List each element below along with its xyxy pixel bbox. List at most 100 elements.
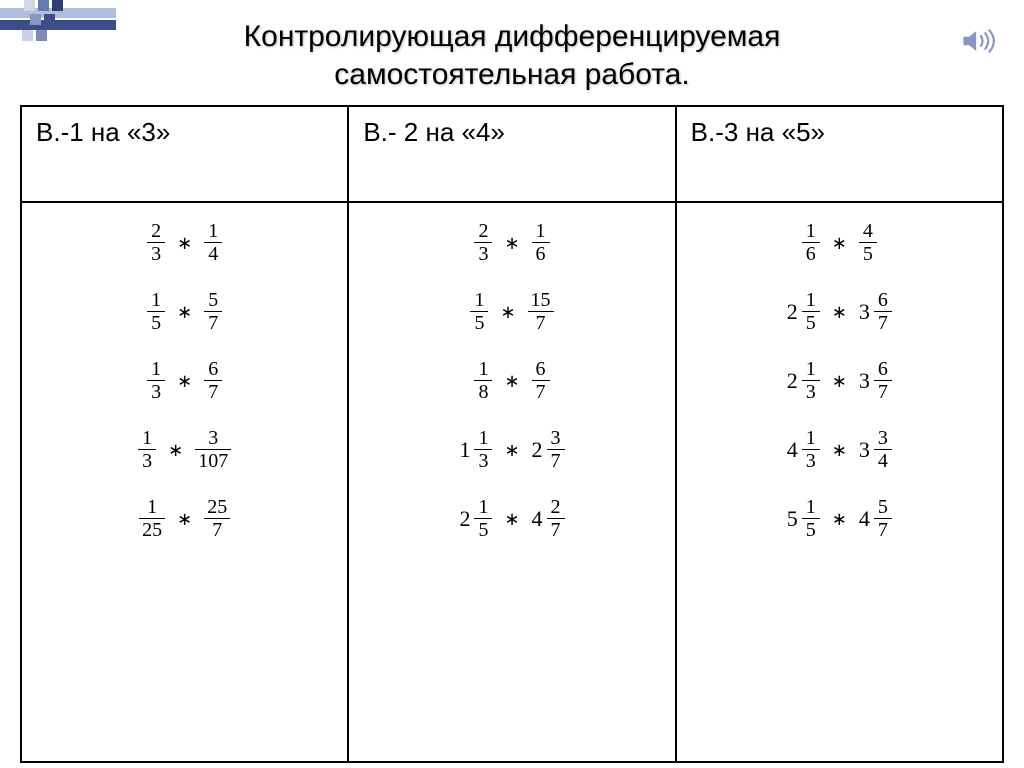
comparison-expression: 23∗16 (474, 221, 549, 264)
mixed-whole: 4 (787, 439, 800, 461)
mixed-number: 427 (532, 497, 565, 540)
fraction: 67 (874, 290, 892, 333)
fraction-numerator: 1 (475, 428, 491, 448)
fraction: 14 (204, 221, 222, 264)
title-line-1: Контролирующая дифференцируемая (244, 20, 781, 53)
mixed-whole: 2 (787, 301, 800, 323)
fraction-numerator: 15 (528, 290, 554, 310)
fraction-denominator: 4 (205, 244, 221, 264)
fraction-denominator: 5 (475, 520, 491, 540)
fraction-numerator: 1 (803, 497, 819, 517)
fraction: 23 (474, 221, 492, 264)
table-header-row: В.-1 на «3» В.- 2 на «4» В.-3 на «5» (21, 106, 1003, 202)
fraction: 13 (802, 359, 820, 402)
col-header-1: В.-1 на «3» (21, 106, 348, 202)
fraction-denominator: 7 (533, 313, 549, 333)
operator: ∗ (828, 510, 851, 528)
operator: ∗ (500, 372, 523, 390)
fraction: 27 (547, 497, 565, 540)
mixed-whole: 2 (787, 370, 800, 392)
operator: ∗ (828, 441, 851, 459)
fraction-numerator: 2 (475, 221, 491, 241)
fraction-denominator: 3 (475, 244, 491, 264)
variants-table: В.-1 на «3» В.- 2 на «4» В.-3 на «5» 23∗… (20, 105, 1004, 763)
fraction-numerator: 6 (875, 359, 891, 379)
mixed-number: 213 (787, 359, 820, 402)
mixed-number: 515 (787, 497, 820, 540)
corner-decoration (0, 0, 140, 50)
col-body-1: 23∗1415∗5713∗6713∗3107125∗257 (21, 202, 348, 762)
mixed-number: 413 (787, 428, 820, 471)
fraction: 57 (204, 290, 222, 333)
mixed-whole: 3 (859, 301, 872, 323)
fraction-denominator: 25 (139, 520, 165, 540)
fraction-numerator: 1 (205, 221, 221, 241)
fraction-denominator: 7 (548, 451, 564, 471)
col-body-3: 16∗45215∗367213∗367413∗334515∗457 (676, 202, 1003, 762)
fraction-denominator: 7 (205, 382, 221, 402)
operator: ∗ (828, 372, 851, 390)
fraction: 37 (547, 428, 565, 471)
fraction-numerator: 6 (205, 359, 221, 379)
comparison-expression: 15∗157 (470, 290, 553, 333)
fraction: 16 (532, 221, 550, 264)
fraction-numerator: 25 (204, 497, 230, 517)
operator: ∗ (828, 303, 851, 321)
fraction-numerator: 5 (875, 497, 891, 517)
mixed-number: 367 (859, 359, 892, 402)
fraction: 16 (802, 221, 820, 264)
fraction-numerator: 2 (548, 497, 564, 517)
mixed-number: 215 (787, 290, 820, 333)
operator: ∗ (500, 510, 523, 528)
fraction: 67 (204, 359, 222, 402)
fraction-denominator: 5 (803, 520, 819, 540)
operator: ∗ (173, 372, 196, 390)
fraction-numerator: 3 (875, 428, 891, 448)
fraction: 157 (528, 290, 554, 333)
mixed-whole: 5 (787, 508, 800, 530)
fraction-numerator: 1 (803, 290, 819, 310)
fraction-denominator: 3 (475, 451, 491, 471)
mixed-whole: 4 (859, 508, 872, 530)
mixed-number: 367 (859, 290, 892, 333)
fraction: 67 (532, 359, 550, 402)
fraction-denominator: 7 (875, 520, 891, 540)
fraction: 15 (147, 290, 165, 333)
comparison-expression: 23∗14 (147, 221, 222, 264)
fraction: 13 (138, 428, 156, 471)
fraction: 57 (874, 497, 892, 540)
fraction-numerator: 1 (148, 290, 164, 310)
speaker-icon (962, 28, 996, 54)
comparison-expression: 413∗334 (787, 428, 892, 471)
fraction-numerator: 6 (875, 290, 891, 310)
mixed-number: 334 (859, 428, 892, 471)
fraction: 15 (474, 497, 492, 540)
fraction-denominator: 107 (195, 451, 231, 471)
mixed-whole: 3 (859, 370, 872, 392)
fraction-numerator: 1 (475, 497, 491, 517)
comparison-expression: 13∗3107 (138, 428, 231, 471)
fraction-denominator: 4 (875, 451, 891, 471)
mixed-number: 215 (459, 497, 492, 540)
operator: ∗ (500, 234, 523, 252)
operator: ∗ (173, 234, 196, 252)
fraction-numerator: 4 (860, 221, 876, 241)
fraction: 34 (874, 428, 892, 471)
page-title: Контролирующая дифференцируемая самостоя… (0, 0, 1024, 93)
fraction-denominator: 3 (803, 382, 819, 402)
fraction: 45 (859, 221, 877, 264)
fraction: 13 (802, 428, 820, 471)
col-header-2: В.- 2 на «4» (348, 106, 675, 202)
comparison-expression: 213∗367 (787, 359, 892, 402)
fraction: 125 (139, 497, 165, 540)
mixed-whole: 4 (532, 508, 545, 530)
fraction-numerator: 1 (148, 359, 164, 379)
fraction-denominator: 5 (148, 313, 164, 333)
fraction-denominator: 8 (475, 382, 491, 402)
fraction-numerator: 1 (144, 497, 160, 517)
mixed-number: 237 (532, 428, 565, 471)
comparison-expression: 13∗67 (147, 359, 222, 402)
operator: ∗ (173, 303, 196, 321)
fraction-numerator: 1 (803, 359, 819, 379)
fraction-numerator: 3 (205, 428, 221, 448)
